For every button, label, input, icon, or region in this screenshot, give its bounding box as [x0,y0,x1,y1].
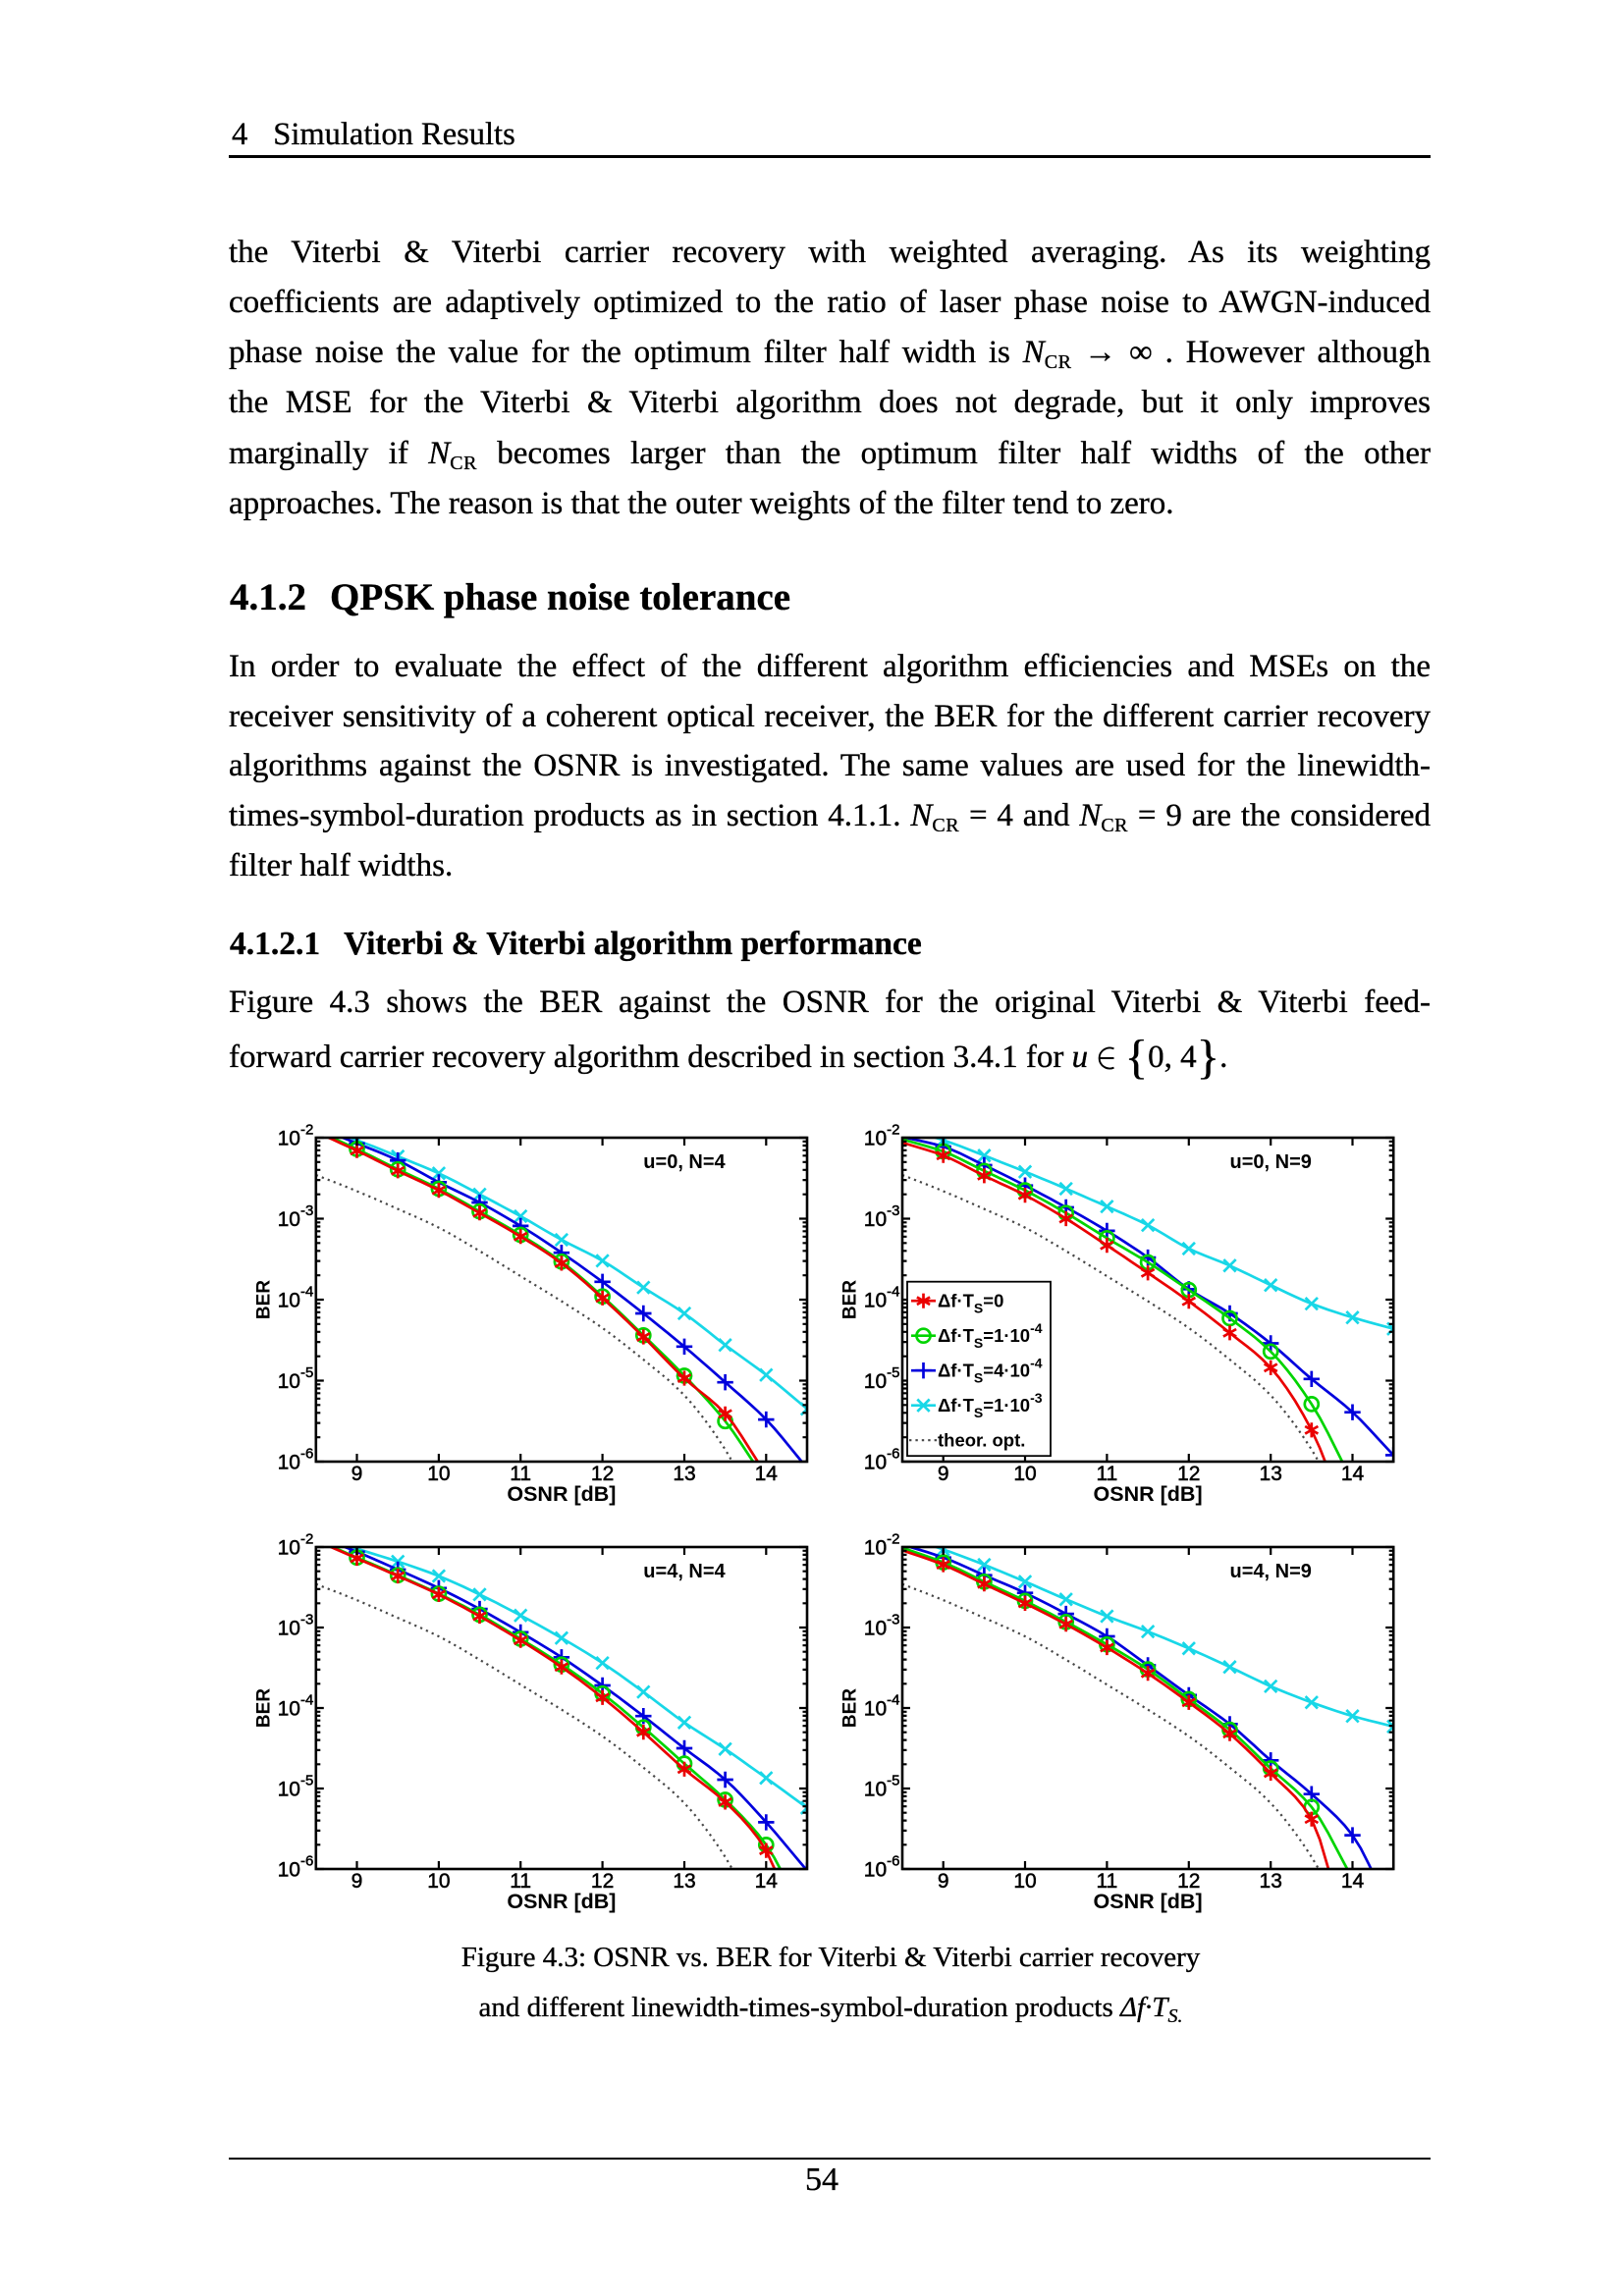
svg-text:13: 13 [673,1870,695,1893]
svg-text:OSNR [dB]: OSNR [dB] [1094,1482,1203,1506]
svg-text:OSNR [dB]: OSNR [dB] [1094,1890,1203,1913]
svg-text:10-5: 10-5 [864,1773,900,1801]
svg-text:11: 11 [1096,1463,1117,1485]
svg-text:10-4: 10-4 [278,1692,314,1721]
svg-text:10: 10 [1013,1463,1036,1485]
svg-text:BER: BER [840,1280,861,1319]
svg-text:9: 9 [938,1870,949,1893]
svg-text:Δf·TS=4·10-4: Δf·TS=4·10-4 [938,1356,1043,1386]
svg-text:10-2: 10-2 [278,1122,314,1150]
svg-text:10-6: 10-6 [864,1446,900,1474]
svg-text:14: 14 [1341,1463,1365,1485]
svg-text:10-3: 10-3 [278,1612,314,1640]
svg-text:12: 12 [1177,1870,1200,1893]
svg-text:9: 9 [938,1463,949,1485]
svg-text:10-4: 10-4 [864,1284,900,1312]
svg-text:11: 11 [510,1463,531,1485]
svg-text:11: 11 [1096,1870,1117,1893]
svg-text:10: 10 [427,1870,450,1893]
svg-text:13: 13 [1260,1870,1282,1893]
svg-text:10-5: 10-5 [278,1773,314,1801]
svg-text:10-4: 10-4 [864,1692,900,1721]
svg-text:u=4, N=9: u=4, N=9 [1230,1561,1312,1582]
svg-text:Δf·TS=1·10-3: Δf·TS=1·10-3 [938,1390,1043,1420]
svg-text:u=0, N=9: u=0, N=9 [1230,1151,1312,1173]
svg-text:14: 14 [1341,1870,1365,1893]
svg-text:10-4: 10-4 [278,1284,314,1312]
svg-text:OSNR [dB]: OSNR [dB] [507,1482,616,1506]
svg-text:10-2: 10-2 [864,1531,900,1560]
svg-text:10-6: 10-6 [278,1853,314,1882]
svg-text:9: 9 [352,1870,363,1893]
svg-text:OSNR [dB]: OSNR [dB] [507,1890,616,1913]
svg-text:BER: BER [840,1688,861,1728]
svg-text:10-2: 10-2 [278,1531,314,1560]
svg-text:Δf·TS=1·10-4: Δf·TS=1·10-4 [938,1320,1043,1351]
svg-text:10-3: 10-3 [864,1612,900,1640]
svg-text:9: 9 [352,1463,363,1485]
svg-text:12: 12 [1177,1463,1200,1485]
svg-text:10-6: 10-6 [864,1853,900,1882]
svg-text:10-3: 10-3 [278,1202,314,1231]
svg-text:14: 14 [755,1463,779,1485]
svg-text:10-3: 10-3 [864,1202,900,1231]
svg-text:10-5: 10-5 [278,1364,314,1393]
svg-text:BER: BER [253,1280,274,1319]
svg-text:12: 12 [591,1463,614,1485]
svg-text:14: 14 [755,1870,779,1893]
svg-text:u=4, N=4: u=4, N=4 [643,1561,726,1582]
svg-text:13: 13 [673,1463,695,1485]
svg-text:theor. opt.: theor. opt. [938,1430,1025,1451]
svg-text:u=0, N=4: u=0, N=4 [643,1151,726,1173]
svg-text:12: 12 [591,1870,614,1893]
svg-text:BER: BER [253,1688,274,1728]
svg-text:13: 13 [1260,1463,1282,1485]
svg-text:10: 10 [427,1463,450,1485]
svg-text:10-5: 10-5 [864,1364,900,1393]
svg-text:10-6: 10-6 [278,1446,314,1474]
svg-text:10: 10 [1013,1870,1036,1893]
svg-text:10-2: 10-2 [864,1122,900,1150]
svg-text:11: 11 [510,1870,531,1893]
